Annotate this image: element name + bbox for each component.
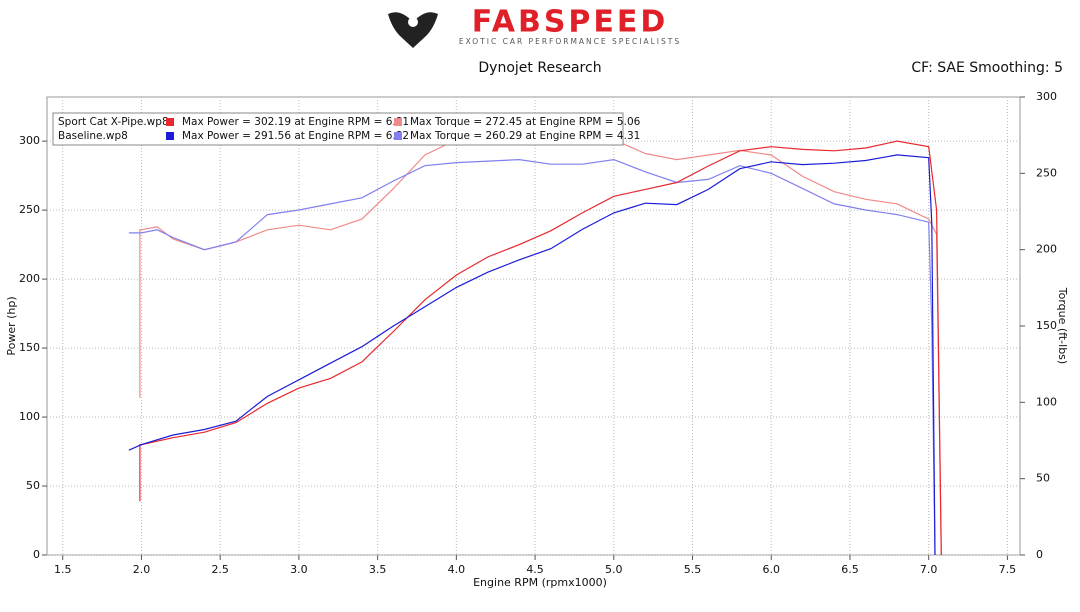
x-tick-label: 2.0 — [133, 563, 151, 576]
legend-label: Max Torque = 272.45 at Engine RPM = 5.06 — [410, 116, 641, 128]
y-tick-label: 100 — [19, 410, 40, 423]
x-tick-label: 3.0 — [290, 563, 308, 576]
x-tick-label: 3.5 — [369, 563, 387, 576]
legend-file: Sport Cat X-Pipe.wp8 — [58, 116, 169, 128]
x-tick-label: 1.5 — [54, 563, 72, 576]
x-tick-label: 5.5 — [684, 563, 702, 576]
legend-label: Max Torque = 260.29 at Engine RPM = 4.31 — [410, 130, 640, 142]
y2-tick-label: 150 — [1036, 319, 1057, 332]
legend-label: Max Power = 291.56 at Engine RPM = 6.82 — [182, 130, 409, 142]
brand: FABSPEED — [472, 5, 669, 40]
legend-swatch — [166, 132, 174, 140]
logo-emblem — [388, 12, 438, 48]
y2-tick-label: 100 — [1036, 395, 1057, 408]
x-tick-label: 6.5 — [841, 563, 859, 576]
y-tick-label: 50 — [26, 479, 40, 492]
y2-tick-label: 300 — [1036, 90, 1057, 103]
y2-tick-label: 50 — [1036, 472, 1050, 485]
y-tick-label: 200 — [19, 272, 40, 285]
y-axis-title: Power (hp) — [5, 296, 18, 355]
series-line — [128, 158, 936, 556]
y2-tick-label: 200 — [1036, 243, 1057, 256]
y-tick-label: 0 — [33, 548, 40, 561]
x-tick-label: 7.5 — [999, 563, 1017, 576]
y2-axis-title: Torque (ft-lbs) — [1056, 287, 1069, 364]
x-tick-label: 4.5 — [526, 563, 544, 576]
x-tick-label: 2.5 — [211, 563, 229, 576]
x-tick-label: 7.0 — [920, 563, 938, 576]
y-tick-label: 250 — [19, 203, 40, 216]
y-tick-label: 150 — [19, 341, 40, 354]
y2-tick-label: 0 — [1036, 548, 1043, 561]
chart-subtitle: CF: SAE Smoothing: 5 — [911, 60, 1063, 76]
legend-file: Baseline.wp8 — [58, 130, 128, 142]
legend-swatch — [166, 118, 174, 126]
legend-label: Max Power = 302.19 at Engine RPM = 6.81 — [182, 116, 409, 128]
x-tick-label: 6.0 — [762, 563, 780, 576]
y2-tick-label: 250 — [1036, 166, 1057, 179]
chart-title: Dynojet Research — [478, 60, 601, 76]
series-line — [128, 154, 936, 556]
y-tick-label: 300 — [19, 134, 40, 147]
legend-swatch — [394, 118, 402, 126]
x-tick-label: 4.0 — [448, 563, 466, 576]
legend-box — [52, 112, 624, 146]
tagline: EXOTIC CAR PERFORMANCE SPECIALISTS — [459, 37, 681, 46]
legend-swatch — [394, 132, 402, 140]
x-tick-label: 5.0 — [605, 563, 623, 576]
plot-area — [46, 96, 1021, 556]
x-axis-title: Engine RPM (rpmx1000) — [473, 576, 607, 589]
series-line — [139, 140, 942, 556]
